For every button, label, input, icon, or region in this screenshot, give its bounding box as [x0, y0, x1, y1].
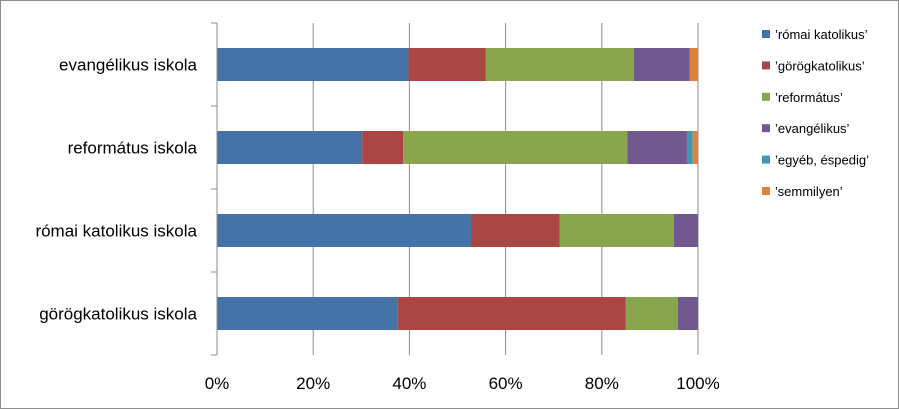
- x-tick-label: 100%: [676, 374, 719, 393]
- bar-segment: [689, 48, 698, 81]
- category-labels: evangélikus iskola református iskola római…: [35, 56, 197, 324]
- legend-swatch: [762, 187, 770, 195]
- category-label: görögkatolikus iskola: [39, 305, 197, 324]
- axes: [211, 22, 218, 356]
- bar-segment: [470, 214, 560, 247]
- legend-label: ’semmilyen’: [775, 184, 843, 199]
- x-tick-label: 40%: [392, 374, 426, 393]
- bar-segment: [634, 48, 690, 81]
- legend-label: ’református’: [775, 90, 843, 105]
- bar-segment: [403, 131, 628, 164]
- legend-swatch: [762, 124, 770, 133]
- bar-segment: [217, 48, 409, 81]
- category-label: római katolikus iskola: [35, 222, 197, 241]
- legend-label: ’evangélikus’: [775, 121, 850, 136]
- category-label: református iskola: [68, 139, 198, 158]
- x-tick-label: 60%: [489, 374, 523, 393]
- x-tick-label: 20%: [296, 374, 330, 393]
- bar-segment: [362, 131, 404, 164]
- bars: [217, 48, 698, 330]
- bar-segment: [673, 214, 698, 247]
- x-tick-label: 0%: [205, 374, 230, 393]
- legend-label: ’görögkatolikus’: [775, 58, 865, 73]
- bar-segment: [217, 131, 363, 164]
- bar-segment: [627, 131, 687, 164]
- bar-segment: [485, 48, 635, 81]
- legend: ’római katolikus’ ’görögkatolikus’ ’reform…: [762, 27, 869, 199]
- bar-segment: [692, 131, 698, 164]
- legend-swatch: [762, 155, 770, 164]
- bar-segment: [625, 297, 678, 330]
- legend-swatch: [762, 30, 770, 38]
- x-tick-label: 80%: [585, 374, 619, 393]
- legend-label: ’egyéb, éspedig’: [775, 153, 869, 168]
- bar-segment: [677, 297, 698, 330]
- legend-swatch: [762, 61, 770, 70]
- bar-segment: [408, 48, 486, 81]
- bar-segment: [397, 297, 626, 330]
- category-label: evangélikus iskola: [59, 56, 198, 75]
- bar-segment: [217, 214, 471, 247]
- x-tick-labels: 0% 20% 40% 60% 80% 100%: [205, 374, 720, 393]
- bar-segment: [559, 214, 674, 247]
- legend-label: ’római katolikus’: [775, 27, 868, 42]
- legend-swatch: [762, 92, 770, 101]
- bar-segment: [686, 131, 693, 164]
- bar-segment: [217, 297, 398, 330]
